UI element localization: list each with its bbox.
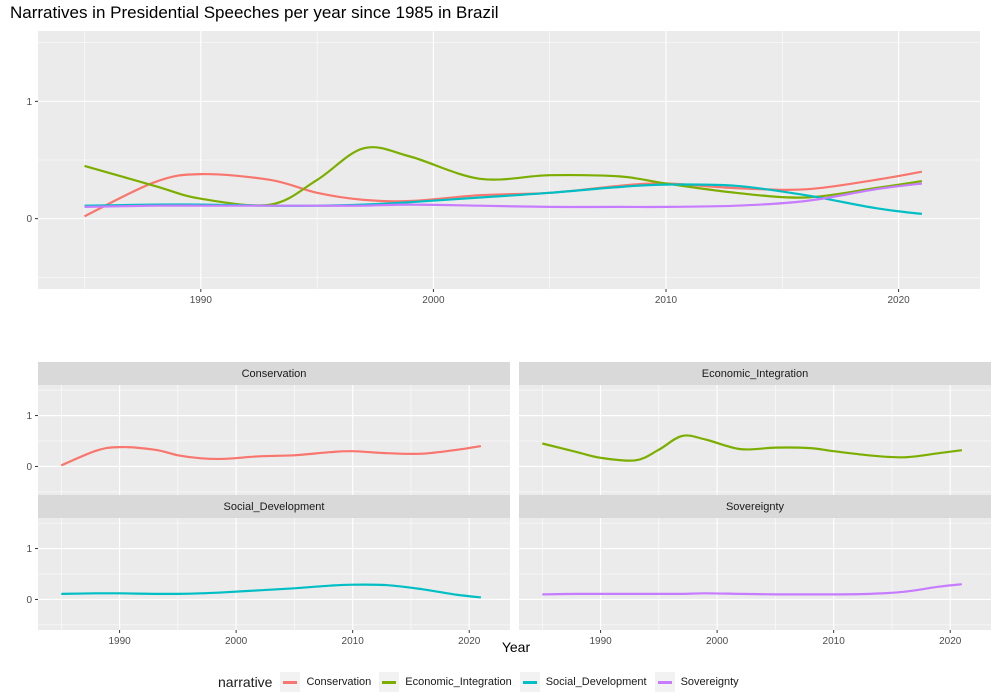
x-tick-label: 2020 (939, 636, 962, 647)
facet-strip-label: Economic_Integration (702, 368, 808, 380)
legend-title: narrative (218, 674, 273, 690)
facet-strip-label: Conservation (242, 368, 307, 380)
x-tick-label: 1990 (190, 295, 213, 306)
legend-item-sovereignty: Sovereignty (654, 672, 739, 692)
x-tick-label: 2000 (706, 636, 729, 647)
series-line-sovereignty (84, 182, 923, 209)
y-tick-label: 0 (26, 595, 32, 606)
gridlines-facet-conservation (35, 385, 510, 497)
gridlines-facet-sovereignty (519, 518, 991, 633)
series-line-social-development-facet (61, 583, 482, 599)
facet-strip-label: Social_Development (224, 501, 325, 513)
legend-key (654, 672, 675, 692)
gridlines-main (35, 31, 980, 292)
series-line-sovereignty-facet (542, 583, 963, 596)
legend-label: Economic_Integration (405, 676, 512, 688)
legend-label: Social_Development (545, 676, 647, 688)
facet-strip-economic-integration (519, 362, 991, 385)
gridlines-facet-social-development (35, 518, 510, 633)
series-line-economic-integration (84, 146, 923, 207)
legend-key (280, 672, 301, 692)
x-tick-label: 2020 (458, 636, 481, 647)
x-tick-label: 2010 (823, 636, 846, 647)
legend-key (519, 672, 540, 692)
facet-strip-social-development (38, 495, 510, 518)
facet-strip-label: Sovereignty (726, 501, 785, 513)
legend-item-conservation: Conservation (280, 672, 371, 692)
facet-strip-conservation (38, 362, 510, 385)
legend-label: Conservation (306, 676, 372, 688)
legend-key (379, 672, 400, 692)
legend-item-social-development: Social_Development (519, 672, 647, 692)
y-tick-label: 1 (26, 97, 32, 108)
legend-item-economic-integration: Economic_Integration (379, 672, 512, 692)
x-tick-label: 2000 (422, 295, 445, 306)
x-tick-label: 2010 (655, 295, 678, 306)
legend: narrative Conservation Economic_Integrat… (218, 672, 747, 692)
y-tick-label: 0 (26, 462, 32, 473)
x-axis-title: Year (502, 639, 531, 655)
series-line-conservation-facet (60, 445, 482, 467)
y-tick-label: 1 (26, 411, 32, 422)
series-line-economic-integration-facet (542, 434, 963, 462)
x-tick-label: 2020 (887, 295, 910, 306)
y-tick-label: 1 (26, 544, 32, 555)
x-tick-label: 2000 (225, 636, 248, 647)
chart-title: Narratives in Presidential Speeches per … (10, 3, 499, 22)
facet-strip-sovereignty (519, 495, 991, 518)
y-tick-label: 0 (26, 214, 32, 225)
legend-label: Sovereignty (680, 676, 739, 688)
x-tick-label: 1990 (108, 636, 131, 647)
gridlines-facet-economic-integration (519, 385, 991, 497)
x-tick-label: 1990 (589, 636, 612, 647)
x-tick-label: 2010 (342, 636, 365, 647)
series-line-conservation (84, 170, 923, 218)
